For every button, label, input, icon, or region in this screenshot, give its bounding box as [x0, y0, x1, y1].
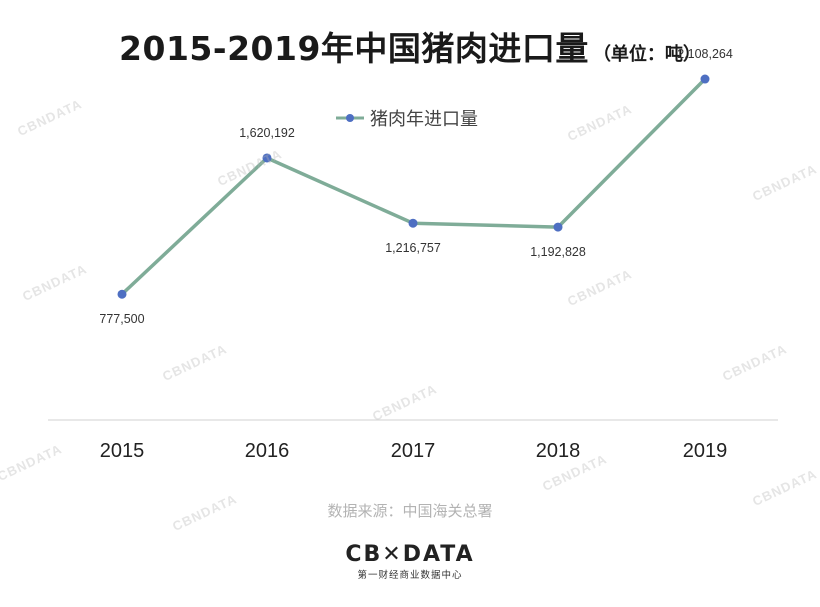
x-tick-label: 2015	[100, 440, 145, 462]
data-point	[262, 153, 272, 163]
data-label: 2,108,264	[677, 47, 733, 61]
data-label: 777,500	[99, 312, 144, 326]
data-point	[117, 289, 127, 299]
data-label: 1,216,757	[385, 241, 441, 255]
data-point	[553, 222, 563, 232]
chart-title-row: 2015-2019年中国猪肉进口量 （单位：吨）	[0, 22, 820, 70]
legend-marker	[346, 114, 354, 122]
x-tick-label: 2019	[683, 440, 728, 462]
logo-wordmark: CB✕DATA	[345, 542, 475, 567]
chart-title: 2015-2019年中国猪肉进口量	[119, 29, 589, 68]
x-tick-label: 2017	[391, 440, 436, 462]
data-source: 数据来源：中国海关总署	[327, 502, 493, 520]
data-label: 1,192,828	[530, 245, 586, 259]
data-label: 1,620,192	[239, 126, 295, 140]
logo-subtitle: 第一财经商业数据中心	[357, 570, 463, 581]
x-tick-label: 2016	[245, 440, 290, 462]
data-point	[700, 74, 710, 84]
x-tick-label: 2018	[536, 440, 581, 462]
legend-label: 猪肉年进口量	[370, 109, 478, 130]
data-point	[408, 218, 418, 228]
brand-logo: CB✕DATA 第一财经商业数据中心	[0, 542, 820, 581]
unit-label: （单位：吨）	[592, 44, 701, 65]
